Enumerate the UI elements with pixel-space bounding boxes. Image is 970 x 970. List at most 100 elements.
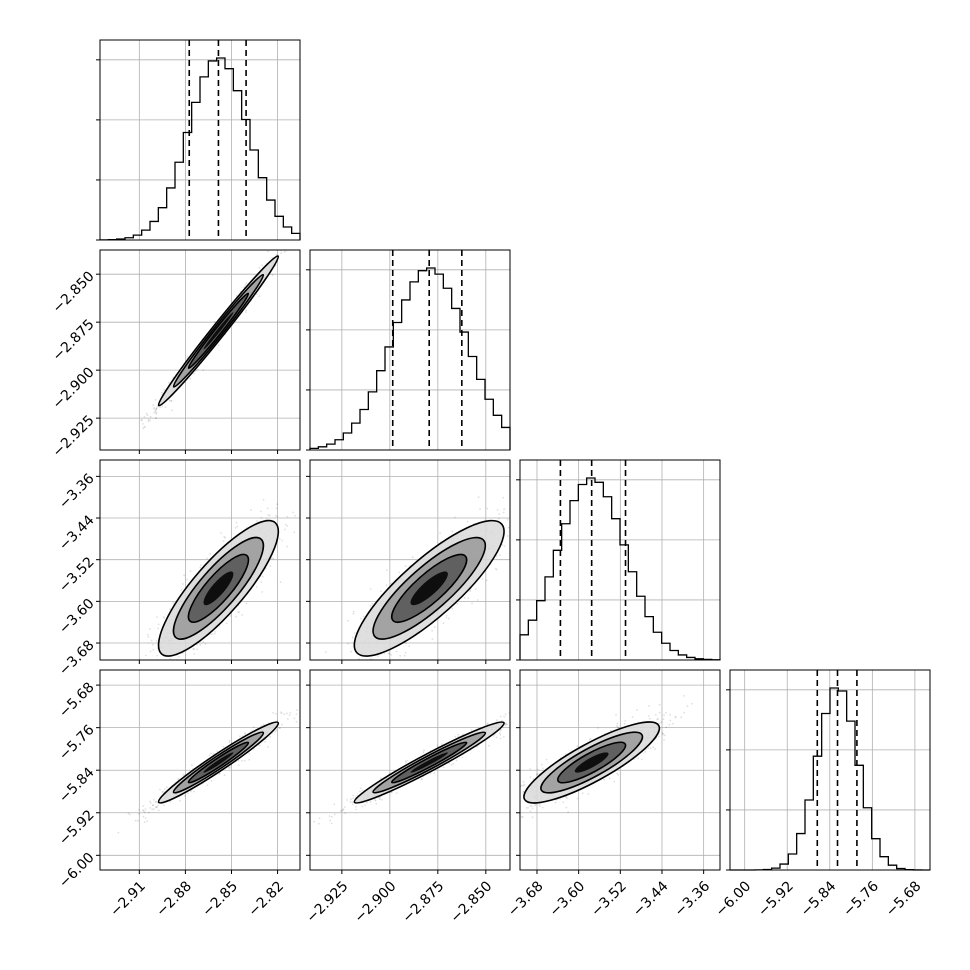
scatter-point — [190, 790, 192, 793]
scatter-point — [138, 666, 140, 668]
scatter-point — [180, 589, 183, 591]
hist-panel-0 — [96, 39, 301, 241]
scatter-point — [152, 799, 155, 801]
scatter-point — [236, 525, 239, 528]
scatter-point — [554, 801, 557, 804]
scatter-point — [347, 619, 349, 622]
scatter-point — [245, 311, 247, 313]
scatter-point — [454, 516, 456, 519]
scatter-point — [149, 419, 151, 422]
scatter-point — [161, 791, 164, 794]
scatter-point — [390, 653, 392, 656]
scatter-point — [168, 381, 170, 384]
scatter-point — [379, 796, 381, 799]
scatter-point — [517, 788, 519, 790]
scatter-point — [279, 581, 282, 584]
contour-line-1 — [172, 273, 265, 388]
scatter-point — [674, 716, 677, 719]
scatter-point — [216, 750, 219, 753]
scatter-point — [261, 575, 264, 578]
scatter-point — [143, 426, 146, 428]
scatter-point — [388, 652, 391, 655]
scatter-point — [304, 507, 306, 509]
scatter-point — [668, 723, 671, 726]
scatter-point — [154, 801, 157, 804]
scatter-point — [486, 507, 489, 510]
scatter-point — [661, 732, 664, 734]
scatter-point — [284, 528, 286, 531]
scatter-point — [154, 410, 157, 413]
scatter-point — [406, 759, 409, 762]
scatter-point — [369, 604, 372, 607]
scatter-point — [124, 672, 126, 674]
scatter-point — [182, 583, 184, 585]
scatter-point — [159, 665, 161, 667]
scatter-point — [352, 612, 355, 615]
scatter-point — [258, 266, 261, 269]
hist-panel-2 — [516, 459, 721, 661]
scatter-point — [286, 545, 288, 548]
scatter-point — [237, 759, 240, 762]
scatter-point — [155, 407, 158, 410]
scatter-point — [223, 774, 226, 777]
scatter-point — [295, 720, 298, 723]
scatter-point — [431, 629, 433, 632]
scatter-point — [280, 252, 282, 255]
scatter-point — [143, 821, 146, 823]
scatter-point — [380, 777, 382, 780]
scatter-point — [404, 652, 407, 654]
scatter-point — [538, 803, 541, 806]
scatter-point — [161, 790, 164, 793]
scatter-point — [296, 709, 298, 711]
scatter-point — [648, 717, 651, 720]
scatter-point — [150, 662, 152, 664]
scatter-point — [405, 642, 407, 645]
scatter-point — [293, 840, 295, 842]
scatter-point — [127, 812, 130, 815]
scatter-point — [234, 527, 237, 529]
scatter-point — [333, 803, 336, 806]
scatter-point — [499, 715, 502, 718]
scatter-point — [272, 557, 275, 560]
scatter-point — [495, 568, 498, 571]
scatter-point — [196, 643, 199, 646]
scatter-point — [217, 344, 220, 346]
scatter-point — [169, 801, 172, 803]
hist-panel-1 — [306, 249, 511, 451]
scatter-point — [183, 574, 186, 577]
scatter-panel-3-0 — [96, 669, 301, 874]
contour-line-2 — [390, 553, 468, 623]
scatter-point — [347, 642, 349, 645]
scatter-point — [152, 404, 155, 407]
scatter-point — [186, 355, 189, 358]
scatter-point — [469, 590, 472, 593]
scatter-point — [665, 711, 667, 714]
scatter-point — [228, 741, 231, 744]
scatter-point — [288, 714, 291, 716]
scatter-point — [481, 578, 484, 580]
scatter-point — [177, 777, 180, 780]
scatter-point — [475, 588, 477, 590]
scatter-point — [461, 756, 464, 759]
scatter-point — [339, 810, 342, 812]
scatter-point — [512, 534, 514, 536]
scatter-point — [154, 399, 157, 401]
scatter-point — [467, 597, 470, 600]
scatter-point — [289, 712, 292, 714]
scatter-point — [499, 554, 501, 557]
scatter-point — [505, 722, 507, 725]
scatter-point — [149, 415, 152, 418]
scatter-point — [151, 808, 154, 811]
contour-line-0 — [157, 519, 280, 657]
scatter-point — [185, 578, 188, 581]
scatter-point — [196, 368, 199, 371]
scatter-point — [286, 515, 289, 518]
scatter-point — [196, 648, 198, 651]
density-level-3 — [203, 752, 234, 773]
scatter-point — [369, 800, 372, 803]
scatter-point — [134, 819, 137, 822]
scatter-point — [142, 423, 144, 425]
scatter-point — [142, 805, 145, 807]
scatter-point — [152, 649, 155, 651]
